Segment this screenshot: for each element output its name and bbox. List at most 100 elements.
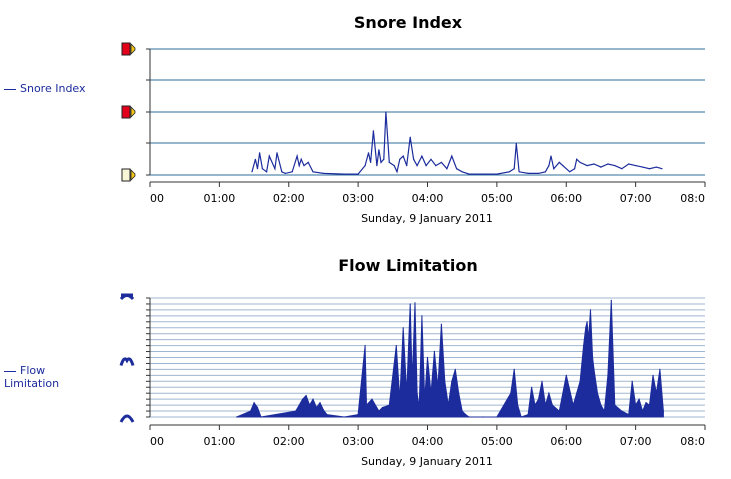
data-point [642,166,644,168]
data-point [648,404,651,406]
data-point [513,368,515,370]
data-point [574,168,576,170]
data-point [414,302,416,304]
x-tick-label: 04:00 [412,192,444,205]
data-point [343,416,345,418]
data-point [635,165,637,167]
data-point [468,416,470,418]
data-point [447,404,449,406]
legend-snore-index: Snore Index [4,82,86,95]
x-axis-label: Sunday, 9 January 2011 [361,212,493,225]
data-point [600,166,602,168]
x-tick-label: 01:00 [204,192,236,205]
data-point [236,416,238,418]
data-point [305,395,307,397]
x-tick-label: 02:00 [273,192,305,205]
data-point [307,161,309,163]
data-point [315,406,318,409]
data-point [655,392,658,394]
data-point [437,386,439,388]
x-tick-label: 02:00 [273,435,305,448]
data-point [579,161,581,163]
data-point [383,158,385,160]
data-point [393,165,395,167]
x-axis-label: Sunday, 9 January 2011 [361,455,493,468]
data-point [607,374,609,376]
data-point [541,380,543,382]
grid-lines [146,48,705,176]
data-point [421,315,423,317]
data-point [406,392,408,394]
data-point [284,172,286,174]
data-point [256,168,259,170]
data-point [537,398,540,400]
data-point [309,404,311,406]
x-tick-label: 05:00 [481,192,513,205]
data-point [388,404,390,406]
data-point [378,410,380,412]
data-point [395,345,397,347]
data-point [451,380,453,382]
data-point [593,368,595,370]
data-point [593,163,595,165]
data-point [378,149,380,151]
data-point [461,410,463,412]
data-point [468,173,470,175]
data-point [589,309,592,311]
data-point [553,168,555,170]
data-point [426,356,429,359]
x-tick-label: 06:00 [550,192,582,205]
x-tick-label: 00 [150,435,164,448]
data-point [409,136,411,138]
data-point [303,165,305,167]
data-point [544,171,547,173]
data-point [444,380,446,382]
data-point [655,166,658,168]
data-point [266,171,268,173]
data-point [380,161,382,163]
data-point [357,173,359,175]
data-point [565,374,567,376]
x-tick-label: 01:00 [204,435,236,448]
data-point [652,374,654,376]
data-point [268,155,270,157]
x-tick-label: 00 [150,192,164,205]
data-point [312,171,314,173]
data-point [576,392,578,394]
data-point [281,171,283,173]
data-point [298,404,300,406]
data-point [371,398,373,400]
data-point [585,327,587,329]
data-point [648,168,651,170]
data-point [343,173,345,175]
data-point [399,398,401,400]
data-point [520,416,522,418]
data-point [416,165,418,167]
data-point [465,414,467,416]
data-point [550,155,552,157]
data-point [576,158,578,160]
data-point [411,380,413,382]
data-point [433,350,435,353]
data-point [544,404,547,406]
flow-limited-icon [119,293,135,301]
data-point [364,165,366,167]
legend-line-swatch [4,88,16,90]
data-point [430,392,432,394]
data-point [253,402,255,404]
data-point [388,161,390,163]
data-point [435,165,437,167]
data-point [381,406,383,409]
data-point [364,345,366,347]
data-point [645,402,647,404]
data-point [579,380,581,382]
chart-title: Snore Index [354,13,463,32]
flow-normal-icon [119,414,135,423]
data-point [458,392,460,394]
data-point [367,152,370,154]
data-point [558,161,560,163]
data-point [596,392,599,394]
data-point [250,410,252,412]
data-point [537,172,540,174]
plot-area [236,299,665,418]
